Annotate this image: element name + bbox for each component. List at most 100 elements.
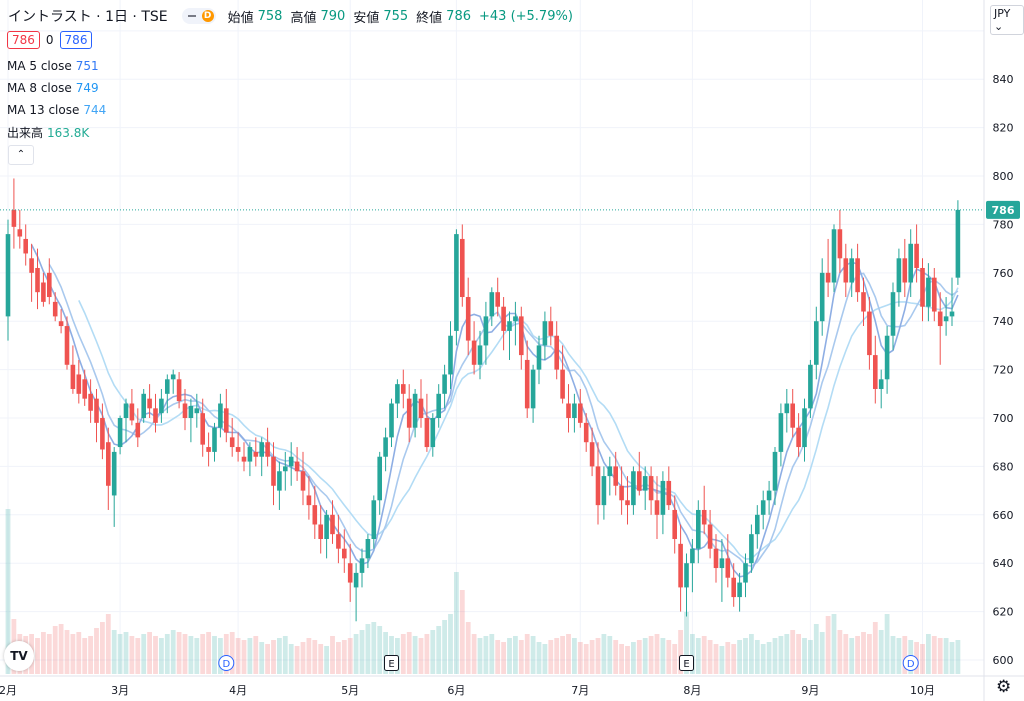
volume-bar bbox=[731, 644, 737, 674]
candle-body bbox=[147, 398, 152, 409]
candle-body bbox=[312, 505, 318, 525]
candle-body bbox=[460, 238, 465, 298]
candle-body bbox=[436, 393, 441, 419]
legend-ma8[interactable]: MA 8 close 749 bbox=[7, 81, 99, 95]
candle-body bbox=[235, 447, 241, 452]
candle-body bbox=[206, 447, 211, 452]
candle-body bbox=[265, 442, 270, 457]
chevron-up-icon: ⌃ bbox=[16, 149, 26, 160]
volume-bar bbox=[82, 638, 88, 674]
volume-bar bbox=[164, 634, 170, 674]
ma13-line bbox=[78, 287, 959, 560]
volume-bar bbox=[406, 632, 412, 674]
earnings-marker bbox=[679, 655, 694, 671]
candle-body bbox=[23, 238, 28, 254]
candle-body bbox=[530, 369, 536, 409]
change-value: +43 (+5.79%) bbox=[479, 8, 573, 24]
volume-bar bbox=[288, 644, 294, 674]
candle-body bbox=[277, 471, 282, 491]
close-label: 終値 bbox=[416, 10, 443, 26]
volume-bar bbox=[577, 642, 583, 674]
candle-body bbox=[949, 311, 955, 317]
volume-bar bbox=[259, 642, 265, 674]
low-value: 755 bbox=[383, 8, 409, 24]
volume-bar bbox=[613, 640, 619, 674]
volume-bar bbox=[52, 626, 58, 674]
volume-bar bbox=[253, 636, 259, 674]
volume-bar bbox=[542, 644, 548, 674]
volume-bar bbox=[218, 638, 223, 674]
volume-bar bbox=[471, 634, 477, 674]
dividend-marker bbox=[902, 655, 919, 671]
ma13-value: 744 bbox=[83, 103, 107, 117]
month-tick-label: 5月 bbox=[341, 684, 359, 697]
symbol-title[interactable]: イントラスト · 1日 · TSE bbox=[8, 9, 168, 25]
volume-bar bbox=[229, 632, 235, 674]
volume-bar bbox=[111, 630, 117, 674]
volume-bar bbox=[300, 642, 306, 674]
candle-body bbox=[17, 229, 23, 237]
candle-body bbox=[241, 456, 247, 462]
volume-bar bbox=[489, 634, 495, 674]
candle-body bbox=[737, 582, 742, 598]
candle-body bbox=[212, 427, 217, 452]
volume-bar bbox=[247, 638, 253, 674]
candle-body bbox=[52, 301, 58, 317]
volume-bar bbox=[607, 636, 613, 674]
candle-body bbox=[288, 456, 294, 467]
volume-bar bbox=[265, 644, 270, 674]
volume-bar bbox=[631, 642, 636, 674]
volume-bar bbox=[690, 634, 695, 674]
volume-bar bbox=[802, 638, 807, 674]
candle-body bbox=[347, 563, 353, 583]
candle-body bbox=[489, 292, 495, 317]
candle-body bbox=[64, 326, 70, 365]
candle-body bbox=[377, 456, 382, 501]
candle-body bbox=[849, 258, 854, 283]
delay-toggle[interactable]: D bbox=[181, 8, 216, 24]
tradingview-logo[interactable]: TV bbox=[4, 641, 34, 671]
volume-bar bbox=[64, 630, 70, 674]
volume-bar bbox=[46, 634, 52, 674]
candle-body bbox=[430, 418, 436, 448]
candle-body bbox=[306, 495, 312, 506]
candle-body bbox=[672, 509, 677, 540]
legend-ma5[interactable]: MA 5 close 751 bbox=[7, 59, 99, 73]
volume-bar bbox=[170, 630, 176, 674]
volume-bar bbox=[831, 614, 837, 674]
legend-volume[interactable]: 出来高 163.8K bbox=[7, 124, 89, 141]
collapse-legend-button[interactable]: ⌃ bbox=[8, 145, 34, 165]
month-tick-label: 10月 bbox=[910, 684, 935, 697]
volume-bar bbox=[377, 626, 383, 674]
event-marker-label: E bbox=[683, 659, 689, 670]
volume-bar bbox=[583, 644, 589, 674]
volume-bar bbox=[743, 638, 748, 674]
legend-ma13[interactable]: MA 13 close 744 bbox=[7, 103, 106, 117]
candle-body bbox=[353, 572, 359, 588]
gear-icon[interactable]: ⚙ bbox=[996, 677, 1012, 697]
sell-price-box[interactable]: 786 bbox=[7, 31, 40, 49]
candle-body bbox=[625, 500, 630, 506]
candle-body bbox=[76, 374, 82, 394]
volume-bar bbox=[371, 622, 377, 674]
volume-bar bbox=[778, 636, 784, 674]
volume-bar bbox=[436, 626, 442, 674]
volume-bar bbox=[159, 638, 164, 674]
volume-bar bbox=[536, 642, 542, 674]
candle-body bbox=[607, 466, 613, 477]
volume-bar bbox=[347, 638, 353, 674]
candle-body bbox=[170, 374, 176, 380]
volume-bar bbox=[684, 612, 689, 674]
currency-selector[interactable]: JPY ⌄ bbox=[990, 5, 1024, 35]
candle-body bbox=[660, 480, 666, 515]
volume-bar bbox=[796, 634, 801, 674]
candle-body bbox=[359, 558, 365, 573]
volume-bar bbox=[105, 614, 111, 674]
candle-body bbox=[690, 548, 695, 564]
candle-body bbox=[637, 471, 642, 491]
volume-bar bbox=[872, 622, 878, 674]
volume-bar bbox=[678, 630, 683, 674]
buy-price-box[interactable]: 786 bbox=[59, 31, 93, 49]
candle-body bbox=[926, 277, 931, 307]
